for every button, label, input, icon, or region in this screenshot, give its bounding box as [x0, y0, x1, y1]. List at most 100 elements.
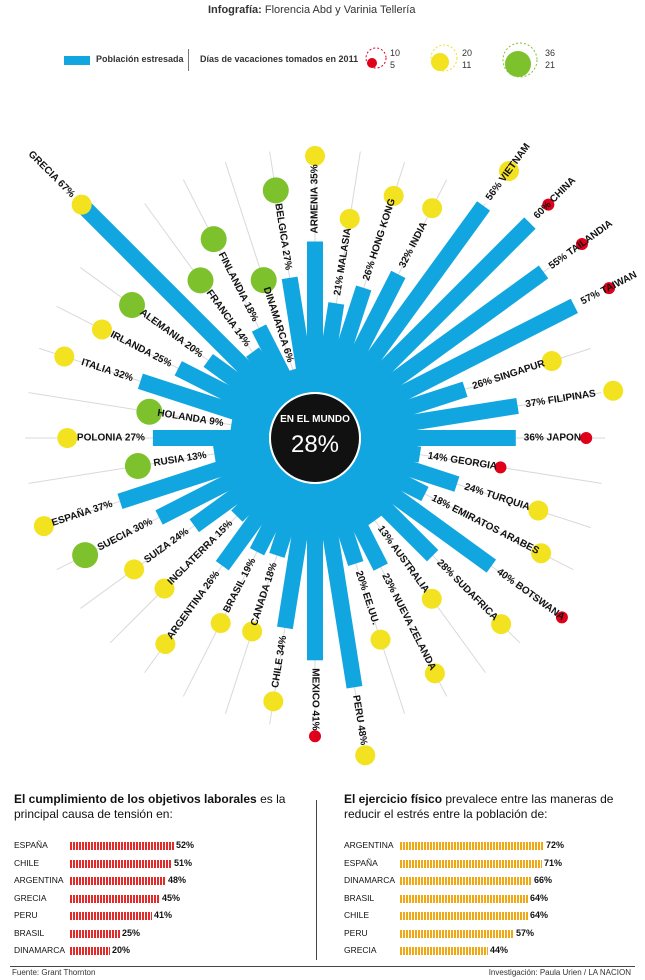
legend-bar-swatch [64, 56, 90, 65]
dot-brasil [210, 613, 231, 634]
work-goals-bar [70, 912, 152, 920]
dot-filipinas [603, 380, 624, 401]
label-canada: CANADA 18% [249, 561, 280, 627]
bar-japon [361, 430, 516, 446]
work-goals-value: 25% [122, 927, 141, 938]
dot-nueva-zelanda [424, 663, 445, 684]
panel-left-title-bold: El cumplimiento de los objetivos laboral… [14, 792, 257, 806]
work-goals-row-brasil: BRASIL 25% [14, 928, 304, 940]
legend-yellow-lo: 11 [462, 60, 472, 70]
label-grecia: GRECIA 67% [26, 149, 77, 200]
dot-botswana [555, 611, 568, 624]
label-irlanda: IRLANDA 25% [108, 329, 173, 369]
legend-red-lo: 5 [390, 60, 396, 70]
label-filipinas: 37% FILIPINAS [525, 388, 597, 410]
work-goals-row-grecia: GRECIA 45% [14, 893, 304, 905]
work-goals-row-chile: CHILE 51% [14, 858, 304, 870]
bar-suiza [189, 458, 283, 533]
label-armenia: ARMENIA 35% [310, 164, 321, 233]
dot-suecia [72, 542, 99, 569]
work-goals-bar [70, 877, 166, 885]
label-japon: 36% JAPON [524, 433, 581, 444]
exercise-bar [400, 842, 544, 850]
radial-chart: ARMENIA 35% 21% MALASIA 26% HONG KONG 32% I… [25, 142, 639, 766]
work-goals-row-peru: PERU 41% [14, 910, 304, 922]
label-españa: ESPAÑA 37% [50, 497, 114, 529]
work-goals-cat: PERU [14, 910, 38, 920]
legend-separator [188, 49, 189, 71]
work-goals-bar [70, 947, 110, 955]
exercise-row-brasil: BRASIL 64% [344, 893, 634, 905]
legend-circle-label: Días de vacaciones tomados en 2011 [200, 54, 359, 64]
exercise-bar [400, 894, 528, 903]
label-rusia: RUSIA 13% [153, 450, 208, 469]
dot-grecia [71, 194, 92, 215]
legend-green-lo: 21 [545, 60, 556, 70]
work-goals-value: 52% [176, 840, 195, 850]
label-mexico: MEXICO 41% [309, 668, 320, 730]
dot-georgia [494, 461, 507, 474]
bar-filipinas [359, 398, 519, 439]
dot-tailandia [575, 238, 588, 251]
work-goals-value: 51% [174, 857, 193, 868]
source-note: Fuente: Grant Thornton [12, 968, 96, 977]
exercise-value: 72% [546, 840, 565, 850]
dot-emiratos-arabes [531, 543, 552, 564]
bar-georgia [359, 437, 422, 463]
panel-exercise: El ejercicio físico prevalece entre las … [344, 792, 634, 822]
exercise-cat: DINAMARCA [344, 875, 396, 885]
label-polonia: POLONIA 27% [77, 433, 145, 444]
work-goals-cat: GRECIA [14, 892, 47, 903]
work-goals-value: 48% [168, 875, 187, 885]
label-ee-uu-: 20% EE.UU. [353, 569, 381, 626]
work-goals-bar [70, 894, 160, 903]
work-goals-cat: ESPAÑA [14, 840, 48, 850]
label-chile: CHILE 34% [270, 635, 289, 689]
dot-alemania [119, 292, 146, 319]
dot-canada [242, 621, 263, 642]
legend-red-dot [367, 58, 377, 68]
label-georgia: 14% GEORGIA [427, 451, 498, 473]
work-goals-cat: BRASIL [14, 927, 45, 938]
exercise-value: 71% [544, 857, 563, 868]
label-singapur: 26% SINGAPUR [471, 358, 547, 392]
dot-china [542, 198, 555, 211]
dot-australia [421, 588, 442, 609]
dot-holanda [136, 398, 163, 425]
bar-peru [314, 482, 363, 689]
work-goals-value: 41% [154, 910, 173, 920]
bar-brasil [249, 475, 302, 556]
panel-divider [316, 800, 317, 960]
exercise-cat: CHILE [344, 910, 370, 920]
bar-españa [117, 444, 274, 509]
label-suiza: SUIZA 24% [142, 526, 191, 566]
exercise-value: 66% [534, 875, 553, 885]
dot-polonia [57, 428, 78, 448]
dot-inglaterra [154, 578, 175, 599]
center-circle [271, 394, 359, 482]
exercise-value: 57% [516, 927, 535, 938]
exercise-row-dinamarca: DINAMARCA 66% [344, 875, 634, 887]
label-vietnam: 56% VIETNAM [484, 142, 533, 203]
dot-turquia [528, 500, 549, 521]
work-goals-row-dinamarca: DINAMARCA 20% [14, 945, 304, 957]
legend-green-hi: 36 [545, 48, 556, 58]
panel-left-title-rest: es la principal causa de tensión en: [14, 792, 286, 821]
bar-nueva-zelanda [328, 475, 388, 571]
dot-peru [355, 745, 376, 766]
bar-italia [137, 373, 274, 432]
dot-dinamarca [250, 267, 277, 294]
dot-argentina [155, 633, 176, 654]
bar-armenia [307, 241, 323, 392]
label-china: 60% CHINA [532, 175, 578, 221]
dot-irlanda [91, 319, 112, 340]
exercise-bar [400, 929, 514, 938]
label-belgica: BELGICA 27% [272, 203, 293, 271]
bar-grecia [73, 196, 289, 412]
exercise-cat: GRECIA [344, 945, 377, 955]
bar-inglaterra [231, 464, 289, 522]
dot-italia [54, 346, 75, 367]
dot-ee-uu- [370, 629, 391, 650]
label-turquia: 24% TURQUIA [463, 481, 531, 513]
bar-irlanda [174, 361, 278, 425]
